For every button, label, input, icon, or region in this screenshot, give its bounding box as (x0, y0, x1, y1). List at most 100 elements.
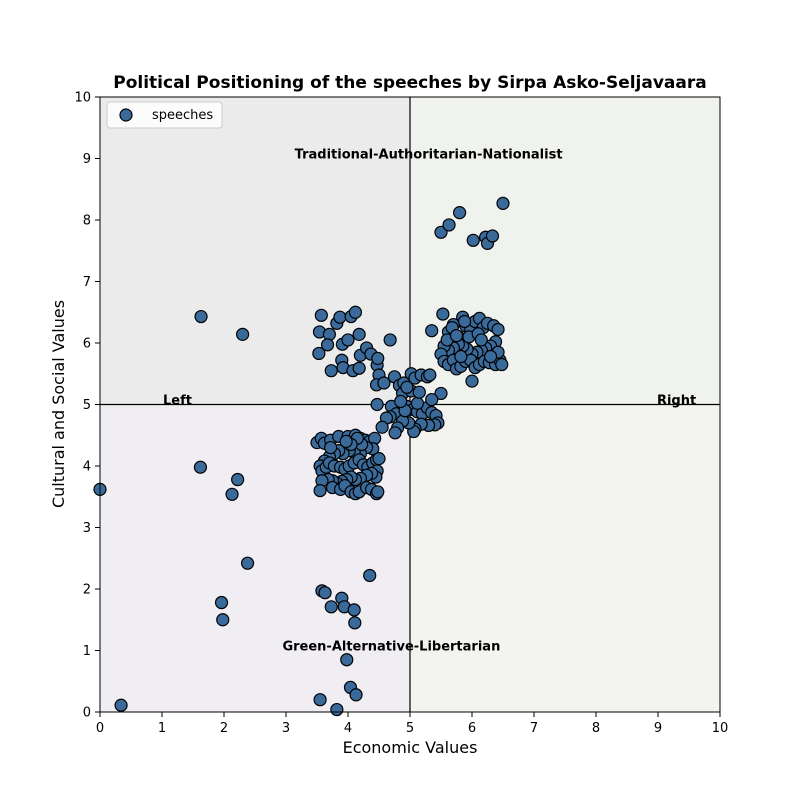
data-point (495, 357, 509, 372)
y-tick-label: 6 (83, 337, 91, 352)
data-point (425, 324, 439, 338)
y-tick-label: 2 (83, 583, 91, 598)
data-point (425, 392, 439, 407)
quadrant-annotation: Traditional-Authoritarian-Nationalist (295, 148, 563, 163)
data-point (352, 327, 366, 341)
data-point (340, 653, 354, 667)
data-point (348, 616, 362, 630)
data-point (352, 361, 366, 375)
data-point (193, 460, 208, 474)
data-point (410, 396, 425, 410)
data-point (465, 374, 479, 388)
y-tick-label: 9 (83, 152, 91, 167)
data-point (434, 386, 448, 401)
data-point (324, 364, 338, 378)
x-tick-label: 5 (406, 721, 414, 736)
data-point (491, 322, 505, 337)
data-point (377, 376, 391, 390)
data-point (454, 349, 468, 364)
legend-marker (119, 108, 133, 122)
data-point (370, 397, 384, 412)
quadrant-bottom-right (410, 404, 720, 712)
data-point (313, 484, 327, 498)
legend-label: speeches (152, 108, 213, 123)
x-tick-label: 3 (282, 721, 290, 736)
y-tick-label: 3 (83, 521, 91, 536)
data-point (453, 206, 467, 220)
data-point (318, 586, 332, 600)
data-point (341, 333, 355, 347)
data-point (216, 613, 230, 627)
data-point (394, 394, 408, 409)
y-tick-label: 10 (74, 91, 91, 106)
data-point (371, 485, 385, 499)
data-point (314, 308, 328, 322)
data-point (194, 309, 208, 324)
x-axis-label: Economic Values (343, 738, 478, 757)
legend: speeches (106, 101, 223, 129)
data-point (388, 426, 402, 440)
x-tick-label: 6 (468, 721, 476, 736)
data-point (371, 351, 385, 365)
x-tick-label: 0 (96, 721, 104, 736)
y-axis-label: Cultural and Social Values (49, 300, 68, 508)
axes: 0 1 2 3 4 5 6 7 8 9 10 0 1 2 3 4 5 6 7 8 9 10 (74, 91, 728, 737)
data-point (214, 595, 229, 610)
quadrant-annotation: Right (657, 394, 696, 409)
data-point (312, 346, 326, 361)
data-point (348, 305, 363, 319)
plot-background (100, 97, 720, 712)
data-point (324, 600, 338, 614)
data-point (412, 385, 426, 399)
data-point (449, 329, 464, 343)
quadrant-annotations: Traditional-Authoritarian-Nationalist Gre… (163, 148, 696, 655)
chart-title: Political Positioning of the speeches by… (113, 73, 706, 93)
y-tick-label: 5 (83, 398, 91, 413)
data-points (93, 196, 510, 717)
x-tick-label: 7 (530, 721, 538, 736)
data-point (225, 487, 239, 501)
data-point (114, 698, 128, 712)
x-tick-label: 4 (344, 721, 352, 736)
data-point (372, 452, 386, 466)
data-point (442, 218, 456, 232)
data-point (484, 349, 498, 364)
y-tick-label: 0 (83, 706, 91, 721)
data-point (434, 225, 448, 239)
data-point (466, 233, 480, 247)
data-point (457, 314, 472, 329)
x-tick-label: 8 (592, 721, 600, 736)
data-point (400, 380, 414, 394)
data-point (330, 702, 344, 717)
x-tick-label: 10 (712, 721, 729, 736)
data-point (240, 556, 255, 570)
y-tick-label: 7 (83, 275, 91, 290)
data-point (349, 688, 363, 702)
data-point (231, 472, 245, 487)
data-point (339, 434, 353, 448)
data-point (320, 338, 335, 352)
data-point (474, 333, 488, 347)
y-tick-label: 1 (83, 644, 91, 659)
data-point (236, 327, 250, 341)
data-point (347, 603, 361, 617)
legend-box (106, 101, 223, 129)
x-tick-label: 1 (158, 721, 166, 736)
data-point (485, 229, 500, 243)
quadrant-annotation: Left (163, 394, 192, 409)
y-tick-label: 8 (83, 214, 91, 229)
data-point (324, 440, 338, 455)
data-point (333, 310, 347, 324)
quadrant-annotation: Green-Alternative-Libertarian (282, 640, 500, 655)
data-point (313, 693, 327, 707)
data-point (496, 196, 510, 210)
data-point (423, 368, 437, 382)
y-tick-label: 4 (83, 460, 91, 475)
data-point (436, 307, 450, 321)
data-point (375, 420, 389, 434)
data-point (363, 568, 377, 583)
x-tick-label: 2 (220, 721, 228, 736)
data-point (383, 333, 397, 347)
x-tick-label: 9 (654, 721, 662, 736)
